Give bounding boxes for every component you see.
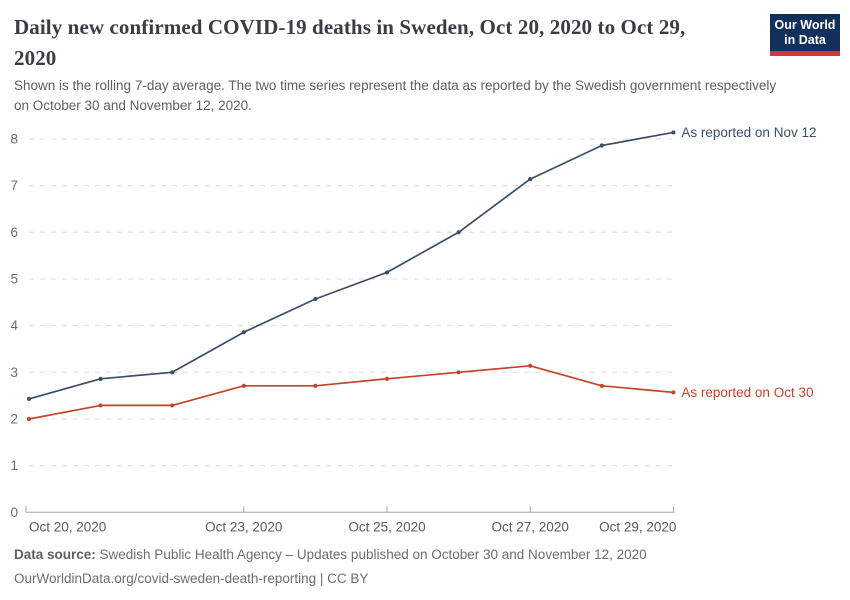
owid-logo: Our World in Data: [770, 14, 840, 56]
y-tick-label: 8: [10, 131, 18, 146]
x-tick-label: Oct 20, 2020: [29, 519, 106, 534]
series-marker-0: [241, 330, 246, 335]
series-marker-0: [26, 396, 32, 402]
series-end-label-1: As reported on Oct 30: [681, 385, 813, 400]
y-tick-label: 4: [10, 318, 18, 333]
series-marker-0: [313, 296, 318, 302]
series-marker-0: [98, 376, 103, 381]
data-source-label: Data source:: [14, 547, 96, 562]
x-tick-label: Oct 29, 2020: [599, 519, 676, 534]
license-line: OurWorldinData.org/covid-sweden-death-re…: [14, 571, 369, 586]
series-line-1: [28, 364, 674, 420]
series-marker-1: [384, 376, 390, 381]
y-tick-label: 5: [10, 271, 18, 286]
chart-subtitle: Shown is the rolling 7-day average. The …: [14, 78, 777, 113]
series-line-0: [28, 131, 674, 400]
data-source-text: Swedish Public Health Agency – Updates p…: [95, 547, 647, 562]
y-tick-label: 0: [10, 505, 18, 520]
series-marker-1: [98, 403, 103, 408]
series-marker-1: [671, 390, 676, 395]
owid-logo-text: Our World in Data: [770, 14, 840, 51]
owid-logo-redbar: [770, 51, 840, 56]
series-marker-1: [241, 383, 246, 388]
y-tick-label: 6: [10, 225, 18, 240]
y-tick-label: 3: [10, 365, 18, 380]
y-tick-label: 1: [10, 458, 18, 473]
series-marker-1: [313, 383, 318, 388]
x-tick-label: Oct 23, 2020: [205, 519, 282, 534]
chart-title: Daily new confirmed COVID-19 deaths in S…: [14, 15, 686, 70]
series-marker-1: [528, 363, 533, 368]
chart-footer: Data source: Swedish Public Health Agenc…: [14, 543, 834, 591]
data-source-line: Data source: Swedish Public Health Agenc…: [14, 543, 834, 567]
series-marker-0: [384, 270, 390, 275]
series-marker-1: [456, 370, 461, 375]
series-marker-0: [671, 130, 676, 135]
series-marker-1: [599, 383, 604, 388]
y-tick-label: 2: [10, 411, 18, 426]
series-marker-1: [26, 416, 32, 422]
series-end-label-0: As reported on Nov 12: [681, 125, 816, 140]
series-marker-1: [170, 403, 175, 408]
x-tick-label: Oct 25, 2020: [348, 519, 425, 534]
series-marker-0: [528, 177, 533, 182]
series-marker-0: [456, 230, 461, 235]
series-marker-0: [599, 143, 604, 148]
x-tick-label: Oct 27, 2020: [492, 519, 569, 534]
y-tick-label: 7: [10, 178, 18, 193]
series-marker-0: [170, 370, 175, 375]
